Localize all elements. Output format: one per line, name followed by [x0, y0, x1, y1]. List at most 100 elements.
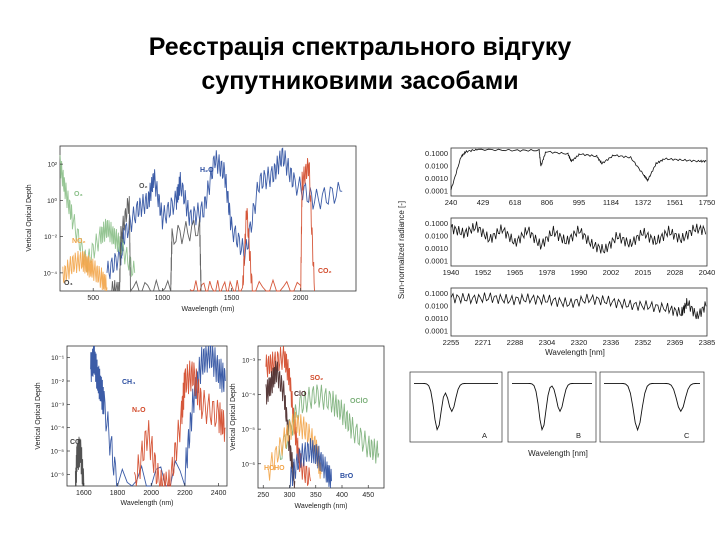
species-label: CO₂ — [318, 268, 332, 275]
x-tick-label: 2369 — [667, 338, 684, 347]
species-label: BrO — [340, 473, 354, 480]
x-tick-label: 1372 — [635, 198, 652, 207]
x-tick-label: 2255 — [443, 338, 460, 347]
y-tick-label: 10⁻² — [44, 234, 58, 241]
y-tick-label: 10⁻⁴ — [242, 392, 256, 399]
band-panel-label: B — [576, 431, 581, 440]
strip-frame — [450, 217, 708, 267]
optical-depth-chart-bottom-left: 1600 1800 2000 2200 2400 10⁻¹ 10⁻² 10⁻³ 10⁻⁴ 10⁻… — [35, 345, 228, 507]
x-tick-label: 1500 — [224, 295, 240, 302]
x-tick-label: 2200 — [177, 490, 193, 497]
x-tick-label: 300 — [284, 492, 296, 499]
x-tick-label: 2000 — [293, 295, 309, 302]
band-line — [414, 382, 498, 432]
series-line-4 — [111, 196, 202, 293]
x-tick-label: 250 — [257, 492, 269, 499]
x-tick-label: 2320 — [571, 338, 588, 347]
x-tick-label: 1940 — [443, 268, 460, 277]
plot-frame — [59, 145, 357, 292]
x-tick-label: 2304 — [539, 338, 556, 347]
sun-normalized-radiance-chart: 0.1000 0.0100 0.0010 0.0001 240 429 618 806 995 1… — [397, 147, 715, 357]
x-tick-label: 806 — [541, 198, 554, 207]
strip-frame — [450, 287, 708, 337]
species-label: N₂O — [132, 407, 146, 414]
y-tick-label: 0.0100 — [425, 232, 448, 241]
y-tick-label: 0.0010 — [425, 244, 448, 253]
y-tick-label: 0.0001 — [425, 327, 448, 336]
optical-depth-chart-top: 500 1000 1500 2000 10² 10⁰ 10⁻² 10⁻⁴ O₃ O₂ H₂O NO… — [26, 145, 357, 313]
y-tick-label: 10⁻³ — [51, 402, 65, 409]
slide-title-line-2: супутниковими засобами — [201, 67, 519, 95]
y-tick-label: 10⁻¹ — [51, 355, 65, 362]
y-tick-label: 0.1000 — [425, 289, 448, 298]
x-tick-label: 2352 — [635, 338, 652, 347]
y-axis-label: Vertical Optical Depth — [26, 184, 33, 251]
species-label: O₃ — [74, 191, 83, 198]
series-line-3 — [189, 158, 315, 292]
x-tick-label: 1561 — [667, 198, 684, 207]
x-tick-label: 1978 — [539, 268, 556, 277]
series-line-1 — [133, 360, 226, 487]
band-panel-label: A — [482, 431, 487, 440]
x-tick-label: 1750 — [699, 198, 715, 207]
band-panel-frame — [409, 371, 503, 443]
species-label: CH₄ — [122, 379, 135, 386]
y-tick-label: 10⁰ — [47, 197, 57, 205]
x-tick-label: 240 — [445, 198, 458, 207]
slide-title: Реєстрація спектрального відгуку супутни… — [60, 30, 660, 98]
y-tick-label: 0.0001 — [425, 187, 448, 196]
radiance-line — [450, 221, 707, 254]
y-tick-label: 10⁻⁴ — [44, 270, 58, 277]
y-tick-label: 10² — [48, 162, 58, 169]
x-tick-label: 995 — [573, 198, 586, 207]
x-tick-label: 2336 — [603, 338, 620, 347]
series-line-2 — [278, 384, 380, 464]
series-line-4 — [289, 438, 332, 489]
x-tick-label: 450 — [362, 492, 374, 499]
x-tick-label: 350 — [310, 492, 322, 499]
series-line-2 — [62, 250, 108, 292]
x-tick-label: 2271 — [475, 338, 492, 347]
y-tick-label: 10⁻⁵ — [242, 427, 256, 434]
y-tick-label: 0.0010 — [425, 174, 448, 183]
species-label: H₂O — [200, 167, 214, 174]
band-line — [512, 382, 592, 432]
x-tick-label: 618 — [509, 198, 522, 207]
strip-frame — [450, 147, 708, 197]
optical-depth-chart-bottom-middle: 250 300 350 400 450 10⁻³ 10⁻⁴ 10⁻⁵ 10⁻⁶ SO₂ ClO O… — [230, 345, 385, 510]
x-axis-label: Wavelength [nm] — [545, 348, 605, 357]
y-tick-label: 0.0001 — [425, 257, 448, 266]
band-panel-frame — [507, 371, 597, 443]
x-tick-label: 500 — [87, 295, 99, 302]
series-line-1 — [59, 154, 136, 278]
y-tick-label: 0.1000 — [425, 219, 448, 228]
x-tick-label: 2288 — [507, 338, 524, 347]
species-label: SO₂ — [310, 375, 323, 382]
y-tick-label: 10⁻⁵ — [51, 449, 65, 456]
x-tick-label: 400 — [336, 492, 348, 499]
x-tick-label: 1952 — [475, 268, 492, 277]
x-tick-label: 1990 — [571, 268, 588, 277]
x-tick-label: 1000 — [155, 295, 171, 302]
species-label: ClO — [294, 391, 307, 398]
species-label: O₄ — [64, 280, 73, 287]
x-tick-label: 429 — [477, 198, 490, 207]
x-tick-label: 2400 — [211, 490, 227, 497]
x-tick-label: 2015 — [635, 268, 652, 277]
y-tick-label: 10⁻⁶ — [242, 461, 256, 468]
species-label: NO₂ — [72, 238, 86, 245]
x-tick-label: 1600 — [76, 490, 92, 497]
y-tick-label: 10⁻³ — [242, 357, 256, 364]
x-tick-label: 1965 — [507, 268, 524, 277]
band-line — [604, 382, 700, 432]
slide-title-line-1: Реєстрація спектрального відгуку — [148, 33, 572, 61]
y-tick-label: 0.0100 — [425, 302, 448, 311]
y-tick-label: 10⁻² — [51, 379, 65, 386]
x-tick-label: 1184 — [603, 198, 619, 207]
series-line-1 — [265, 360, 296, 489]
x-tick-label: 2000 — [143, 490, 159, 497]
x-tick-label: 2028 — [667, 268, 684, 277]
x-axis-label: Wavelength (nm) — [294, 503, 347, 510]
radiance-line — [450, 292, 707, 320]
species-label: OClO — [350, 398, 368, 405]
